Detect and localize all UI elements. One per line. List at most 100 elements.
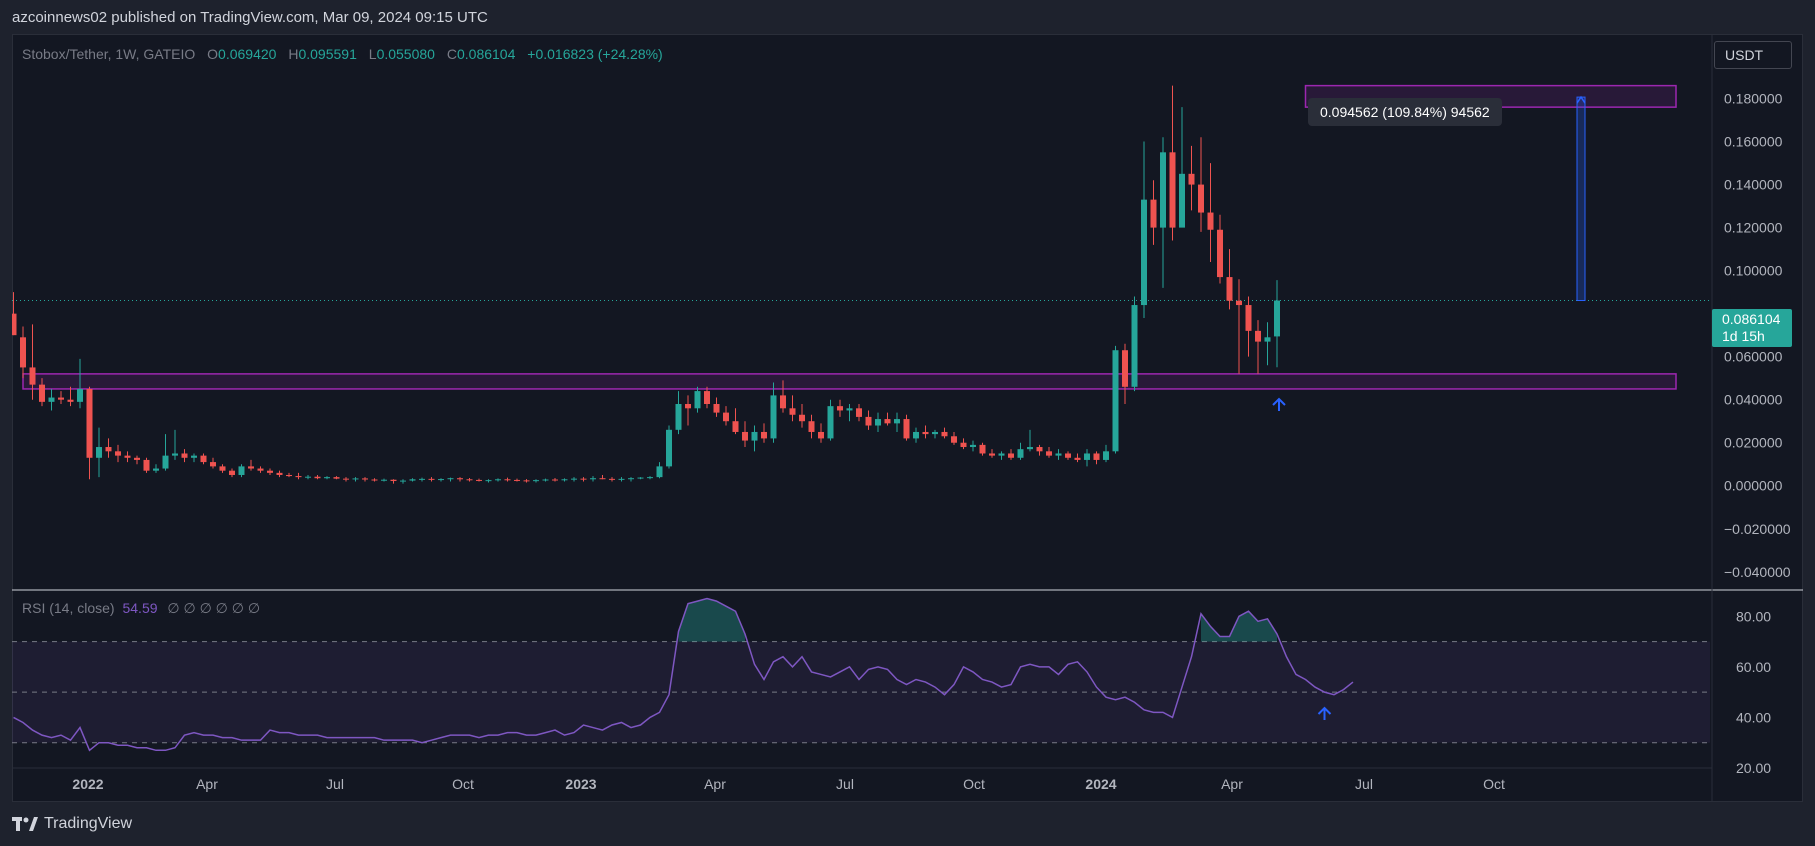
candle-body[interactable] bbox=[1036, 447, 1043, 452]
candle-body[interactable] bbox=[276, 472, 283, 475]
candle-body[interactable] bbox=[1245, 305, 1252, 331]
candle-body[interactable] bbox=[799, 414, 805, 422]
candle-body[interactable] bbox=[998, 453, 1005, 456]
candle-body[interactable] bbox=[1198, 184, 1204, 213]
candle-body[interactable] bbox=[827, 406, 834, 439]
candle-body[interactable] bbox=[1188, 173, 1195, 185]
candle-body[interactable] bbox=[742, 431, 748, 441]
candle-body[interactable] bbox=[1160, 152, 1166, 228]
candle-body[interactable] bbox=[1255, 330, 1261, 342]
candle-body[interactable] bbox=[466, 479, 473, 481]
candle-body[interactable] bbox=[989, 453, 995, 456]
candle-body[interactable] bbox=[561, 479, 568, 481]
candle-body[interactable] bbox=[153, 468, 159, 471]
candle-body[interactable] bbox=[751, 431, 758, 441]
candle-body[interactable] bbox=[77, 388, 83, 402]
candle-body[interactable] bbox=[542, 479, 549, 481]
candle-body[interactable] bbox=[134, 457, 140, 460]
candle-body[interactable] bbox=[913, 431, 919, 439]
candle-body[interactable] bbox=[1236, 300, 1242, 306]
candle-body[interactable] bbox=[314, 476, 321, 479]
candle-body[interactable] bbox=[267, 470, 273, 473]
candle-body[interactable] bbox=[818, 431, 824, 439]
candle-body[interactable] bbox=[1274, 300, 1280, 337]
candle-body[interactable] bbox=[590, 478, 596, 480]
candle-body[interactable] bbox=[922, 431, 929, 435]
candle-body[interactable] bbox=[628, 478, 634, 480]
candle-body[interactable] bbox=[286, 474, 292, 477]
candle-body[interactable] bbox=[1027, 447, 1033, 450]
candle-body[interactable] bbox=[1055, 453, 1062, 456]
candle-body[interactable] bbox=[647, 477, 653, 479]
candle-body[interactable] bbox=[229, 470, 235, 475]
candle-body[interactable] bbox=[191, 455, 197, 458]
candle-body[interactable] bbox=[675, 404, 682, 430]
candle-body[interactable] bbox=[1207, 212, 1214, 230]
candle-body[interactable] bbox=[533, 480, 539, 482]
candle-body[interactable] bbox=[1074, 457, 1081, 460]
candle-body[interactable] bbox=[29, 367, 36, 385]
candle-body[interactable] bbox=[599, 478, 606, 480]
candle-body[interactable] bbox=[352, 478, 359, 480]
candle-body[interactable] bbox=[894, 419, 900, 424]
candle-body[interactable] bbox=[1217, 229, 1223, 278]
candle-body[interactable] bbox=[979, 444, 986, 454]
candle-body[interactable] bbox=[419, 478, 425, 480]
candle-body[interactable] bbox=[1141, 199, 1147, 306]
candle-body[interactable] bbox=[333, 477, 340, 479]
candle-body[interactable] bbox=[808, 421, 815, 432]
candle-body[interactable] bbox=[58, 397, 64, 400]
candle-body[interactable] bbox=[694, 391, 701, 409]
candle-body[interactable] bbox=[837, 406, 843, 411]
candle-body[interactable] bbox=[162, 455, 169, 469]
candle-body[interactable] bbox=[580, 478, 587, 480]
candle-body[interactable] bbox=[951, 436, 957, 443]
candle-body[interactable] bbox=[970, 444, 976, 448]
candle-body[interactable] bbox=[1103, 451, 1109, 460]
candle-body[interactable] bbox=[732, 421, 739, 432]
candle-body[interactable] bbox=[172, 453, 178, 456]
candle-body[interactable] bbox=[704, 391, 710, 404]
candle-body[interactable] bbox=[12, 313, 17, 336]
symbol-label[interactable]: Stobox/Tether, 1W, GATEIO bbox=[22, 46, 196, 62]
candle-body[interactable] bbox=[39, 384, 45, 402]
candle-body[interactable] bbox=[96, 447, 102, 458]
candle-body[interactable] bbox=[523, 480, 530, 482]
candle-body[interactable] bbox=[666, 429, 672, 467]
candle-body[interactable] bbox=[1008, 453, 1014, 458]
candle-body[interactable] bbox=[1264, 337, 1271, 342]
candle-body[interactable] bbox=[485, 480, 492, 482]
candle-body[interactable] bbox=[362, 478, 368, 480]
candle-body[interactable] bbox=[200, 455, 207, 463]
candle-body[interactable] bbox=[1017, 449, 1024, 458]
candle-body[interactable] bbox=[514, 479, 520, 481]
candle-body[interactable] bbox=[903, 419, 910, 439]
candle-body[interactable] bbox=[1084, 453, 1090, 460]
candle-body[interactable] bbox=[409, 479, 416, 481]
candle-body[interactable] bbox=[552, 479, 558, 481]
candle-body[interactable] bbox=[1131, 305, 1138, 387]
tradingview-logo-icon[interactable] bbox=[12, 817, 38, 831]
candle-body[interactable] bbox=[856, 408, 862, 417]
candle-body[interactable] bbox=[48, 397, 55, 402]
candle-body[interactable] bbox=[86, 388, 93, 458]
candle-body[interactable] bbox=[789, 408, 796, 415]
candle-body[interactable] bbox=[1112, 350, 1119, 452]
candle-body[interactable] bbox=[941, 431, 948, 437]
candle-body[interactable] bbox=[257, 468, 264, 471]
candle-body[interactable] bbox=[770, 395, 777, 439]
candle-body[interactable] bbox=[685, 404, 691, 409]
candle-body[interactable] bbox=[371, 479, 378, 481]
candle-body[interactable] bbox=[438, 479, 444, 481]
candle-body[interactable] bbox=[846, 408, 853, 411]
support-resistance-zone[interactable] bbox=[22, 373, 1677, 390]
candle-body[interactable] bbox=[780, 395, 786, 409]
candle-body[interactable] bbox=[761, 431, 767, 439]
candle-body[interactable] bbox=[324, 477, 330, 479]
candle-body[interactable] bbox=[428, 478, 435, 480]
candle-body[interactable] bbox=[248, 466, 254, 469]
candle-body[interactable] bbox=[723, 412, 729, 422]
candle-body[interactable] bbox=[476, 479, 482, 481]
candle-body[interactable] bbox=[1046, 451, 1052, 456]
candle-body[interactable] bbox=[20, 337, 26, 368]
